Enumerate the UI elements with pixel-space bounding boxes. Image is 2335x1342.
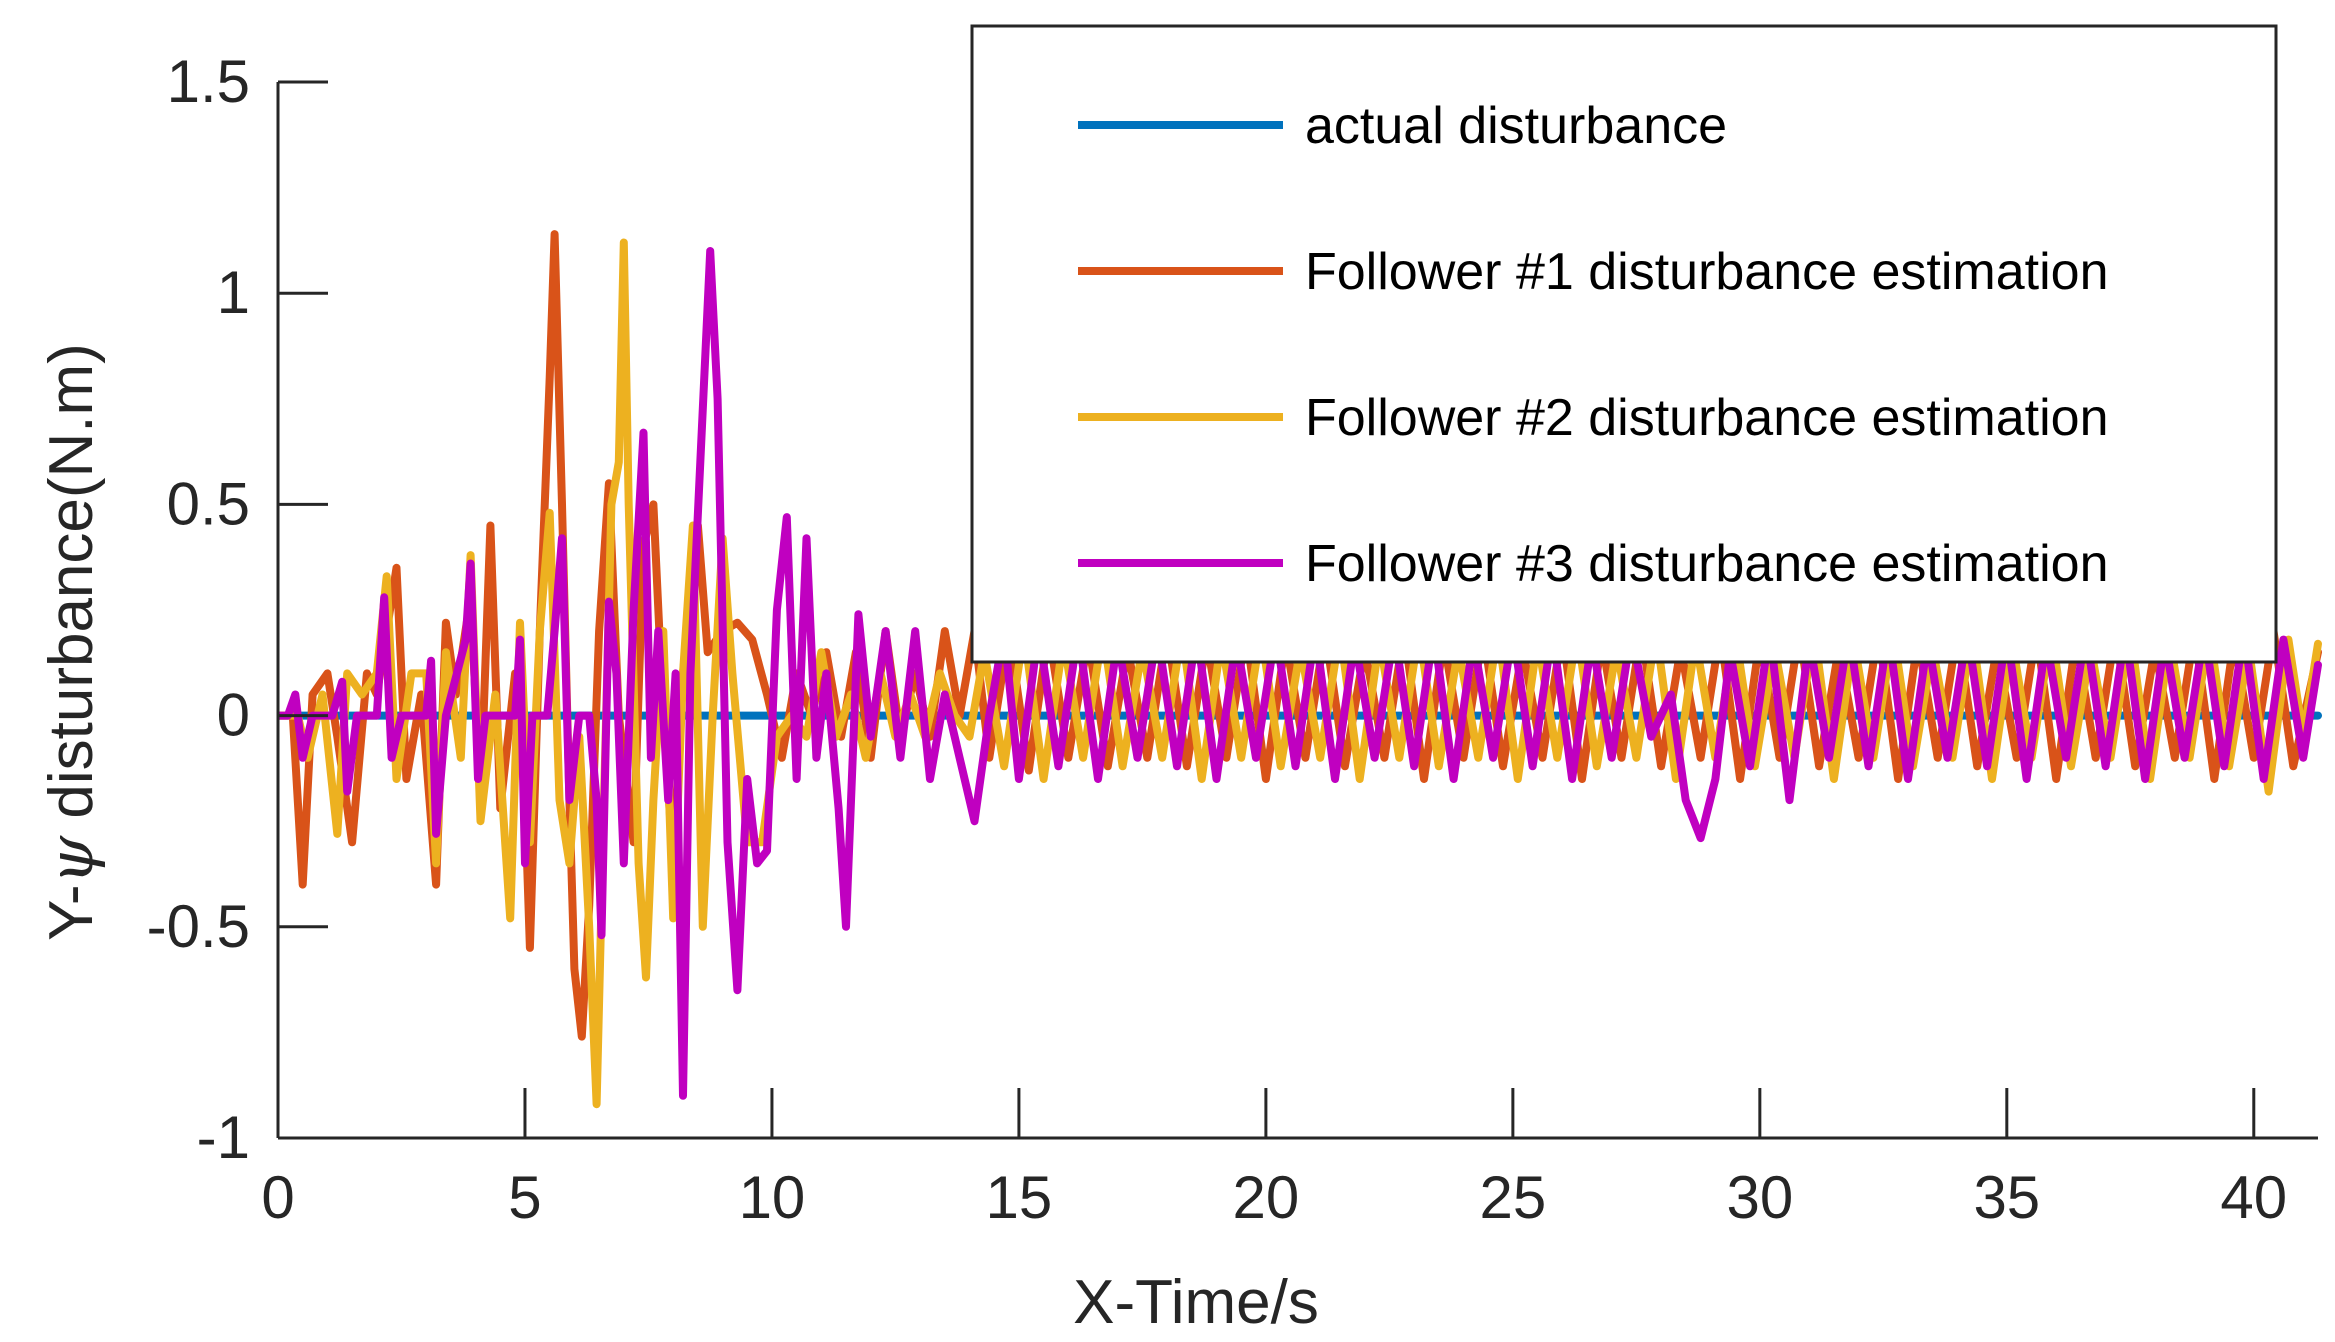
legend-items: actual disturbance Follower #1 disturbanc… — [1078, 97, 2109, 593]
x-tick-label: 5 — [508, 1164, 541, 1231]
series-line-4 — [278, 247, 2322, 1100]
x-axis-title: X-Time/s — [1073, 1268, 1319, 1337]
x-tick-label: 25 — [1479, 1164, 1546, 1231]
x-tick-label: 30 — [1726, 1164, 1793, 1231]
ticks-layer: 0 5 10 15 20 25 30 35 40 -1 -0.5 0 0.5 1 1.5 — [147, 48, 2288, 1231]
y-tick-label: 1 — [217, 259, 250, 326]
legend-item-3: Follower #2 disturbance estimation — [1078, 389, 2109, 447]
y-tick-label: -1 — [197, 1104, 250, 1171]
x-tick-label: 10 — [739, 1164, 806, 1231]
y-axis-title-prefix: Y- — [37, 885, 106, 941]
legend-label: Follower #1 disturbance estimation — [1305, 243, 2109, 301]
x-tick-label: 15 — [986, 1164, 1053, 1231]
y-tick-label: 1.5 — [167, 48, 250, 115]
legend-label: Follower #3 disturbance estimation — [1305, 535, 2109, 593]
y-axis-title-suffix: disturbance(N.m) — [37, 343, 106, 836]
x-tick-label: 40 — [2220, 1164, 2287, 1231]
legend-item-2: Follower #1 disturbance estimation — [1078, 243, 2109, 301]
legend-item-4: Follower #3 disturbance estimation — [1078, 535, 2109, 593]
axes-layer — [276, 82, 2318, 1140]
y-tick-label: -0.5 — [147, 893, 250, 960]
legend-item-1: actual disturbance — [1078, 97, 1727, 155]
y-tick-label: 0.5 — [167, 470, 250, 537]
legend-label: Follower #2 disturbance estimation — [1305, 389, 2109, 447]
legend-box — [970, 24, 2278, 664]
x-tick-label: 0 — [261, 1164, 294, 1231]
y-axis-title: Y-ψ disturbance(N.m) — [34, 343, 107, 941]
x-tick-label: 35 — [1973, 1164, 2040, 1231]
legend: actual disturbance Follower #1 disturbanc… — [970, 24, 2278, 664]
x-tick-label: 20 — [1233, 1164, 1300, 1231]
y-axis-title-symbol: ψ — [34, 835, 107, 885]
legend-label: actual disturbance — [1305, 97, 1727, 155]
y-tick-label: 0 — [217, 682, 250, 749]
